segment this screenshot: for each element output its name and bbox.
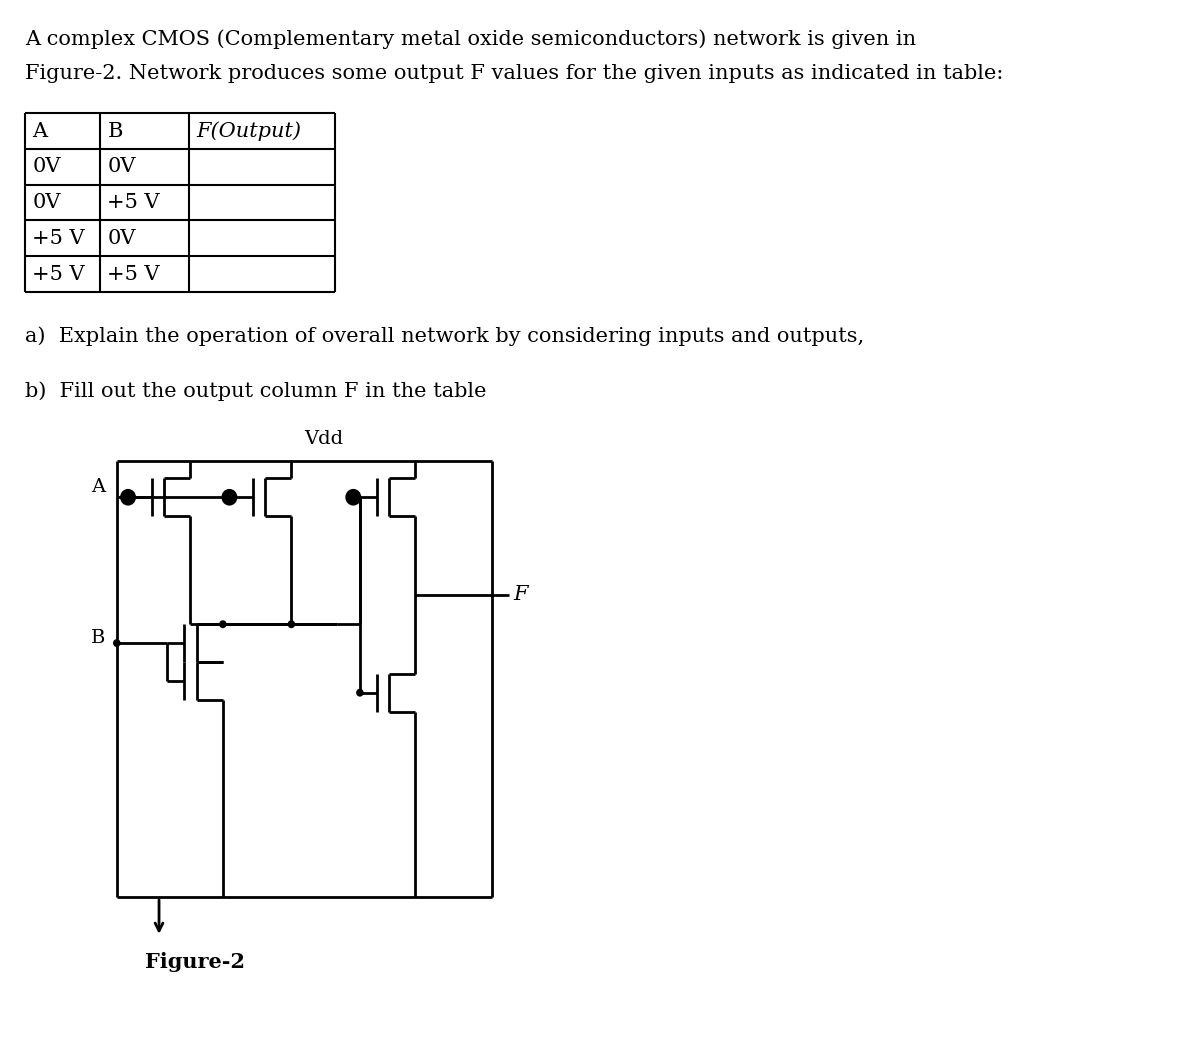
Text: +5 V: +5 V (32, 229, 85, 248)
Circle shape (288, 620, 295, 628)
Text: 0V: 0V (32, 193, 61, 212)
Text: 0V: 0V (32, 157, 61, 176)
Text: Vdd: Vdd (304, 429, 343, 447)
Text: b)  Fill out the output column F in the table: b) Fill out the output column F in the t… (25, 381, 486, 401)
Text: a)  Explain the operation of overall network by considering inputs and outputs,: a) Explain the operation of overall netw… (25, 327, 864, 346)
Text: Figure-2: Figure-2 (145, 952, 245, 972)
Text: A complex CMOS (Complementary metal oxide semiconductors) network is given in: A complex CMOS (Complementary metal oxid… (25, 28, 916, 49)
Text: F(Output): F(Output) (197, 121, 301, 141)
Text: B: B (108, 121, 122, 140)
Circle shape (223, 491, 236, 504)
Text: F: F (512, 586, 527, 605)
Text: 0V: 0V (108, 157, 136, 176)
Circle shape (113, 639, 120, 647)
Text: +5 V: +5 V (108, 193, 160, 212)
Text: B: B (91, 629, 106, 647)
Text: A: A (32, 121, 48, 140)
Text: 0V: 0V (108, 229, 136, 248)
Text: +5 V: +5 V (32, 265, 85, 284)
Circle shape (220, 620, 227, 628)
Text: +5 V: +5 V (108, 265, 160, 284)
Circle shape (121, 491, 134, 504)
Circle shape (356, 689, 364, 696)
Text: Figure-2. Network produces some output F values for the given inputs as indicate: Figure-2. Network produces some output F… (25, 63, 1003, 82)
Circle shape (347, 491, 360, 504)
Text: A: A (91, 478, 106, 496)
